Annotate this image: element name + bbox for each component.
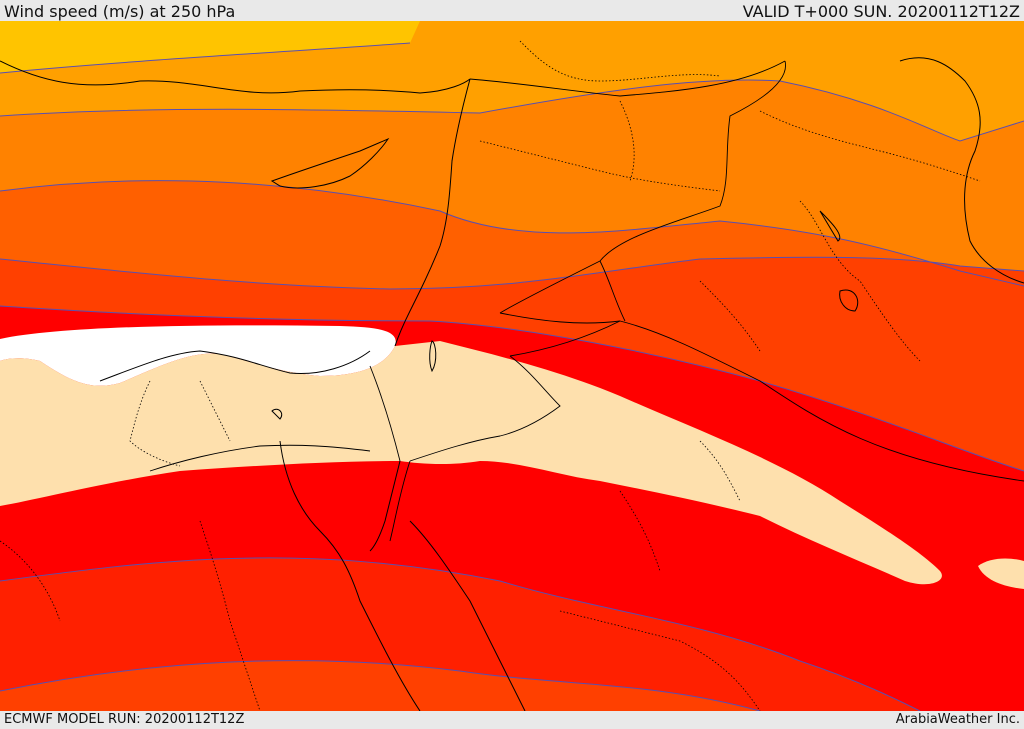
wind-map [0, 21, 1024, 711]
province-borders [0, 40, 981, 711]
coastlines [0, 57, 1024, 711]
chart-title: Wind speed (m/s) at 250 hPa [4, 2, 236, 21]
footer-bar: ECMWF MODEL RUN: 20200112T12Z ArabiaWeat… [0, 711, 1024, 729]
model-run: ECMWF MODEL RUN: 20200112T12Z [4, 712, 245, 727]
band-25-30-east [978, 558, 1024, 589]
header-bar: Wind speed (m/s) at 250 hPa VALID T+000 … [0, 0, 1024, 21]
band-25-30 [0, 341, 942, 585]
brand-credit: ArabiaWeather Inc. [895, 712, 1020, 727]
country-borders [149, 60, 1024, 542]
band-40-45-south [0, 660, 760, 711]
calm-region [0, 325, 396, 386]
contour-lines [0, 42, 1024, 711]
valid-time: VALID T+000 SUN. 20200112T12Z [742, 2, 1020, 21]
